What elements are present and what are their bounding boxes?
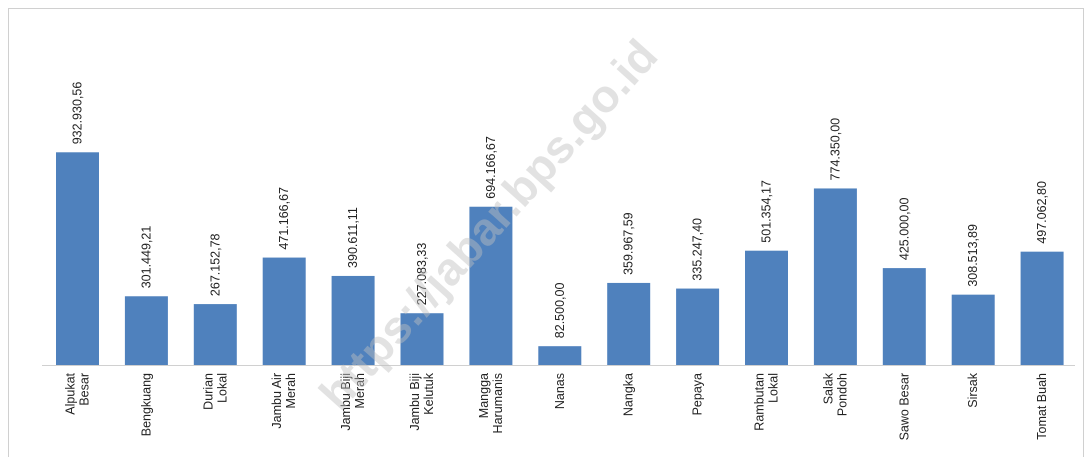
data-label: 227.083,33 (415, 243, 429, 306)
data-label: 308.513,89 (966, 224, 980, 287)
x-tick-label: Jambu BijiKelutuk (408, 372, 436, 430)
data-label: 694.166,67 (484, 136, 498, 199)
data-label: 359.967,59 (622, 212, 636, 275)
data-label: 390.611,11 (346, 207, 360, 268)
x-tick-label: Jambu BijiMerah (339, 373, 367, 431)
bar (1020, 251, 1064, 365)
data-label: 501.354,17 (760, 180, 774, 243)
x-tick-label: Sawo Besar (897, 373, 911, 440)
x-tick-label: Sirsak (966, 372, 980, 407)
bar (331, 275, 375, 365)
bar (538, 346, 582, 365)
data-label: 335.247,40 (691, 218, 705, 281)
data-label: 425.000,00 (897, 197, 911, 260)
x-tick-label: Bengkuang (139, 373, 153, 436)
x-tick-label: Pepaya (691, 373, 705, 415)
bar (193, 304, 237, 365)
bar (469, 206, 513, 365)
data-label: 932.930,56 (71, 82, 85, 145)
data-label: 497.062,80 (1035, 181, 1049, 244)
x-tick-label: Nangka (622, 373, 636, 416)
bar (56, 152, 99, 365)
data-label: 471.166,67 (277, 187, 291, 250)
bar (882, 268, 926, 365)
bar (813, 188, 857, 365)
x-tick-label: DurianLokal (201, 373, 229, 410)
bar (676, 288, 720, 365)
data-label: 267.152,78 (208, 233, 222, 296)
bar (400, 313, 444, 365)
x-tick-label: Tomat Buah (1035, 373, 1049, 440)
bar (607, 282, 651, 365)
x-tick-label: RambutanLokal (753, 373, 781, 431)
x-tick-label: AlpukatBesar (64, 372, 92, 414)
bar (262, 257, 306, 365)
data-label: 774.350,00 (828, 118, 842, 181)
bar (951, 294, 995, 365)
x-tick-label: Jambu AirMerah (270, 373, 298, 429)
data-label: 301.449,21 (139, 226, 153, 289)
x-tick-label: SalakPondoh (821, 372, 849, 416)
chart-frame (8, 8, 1084, 457)
x-tick-label: Nanas (553, 373, 567, 409)
x-tick-label: ManggaHarumanis (477, 373, 505, 433)
bar (124, 296, 168, 365)
bar (745, 250, 788, 365)
data-label: 82.500,00 (553, 283, 567, 339)
